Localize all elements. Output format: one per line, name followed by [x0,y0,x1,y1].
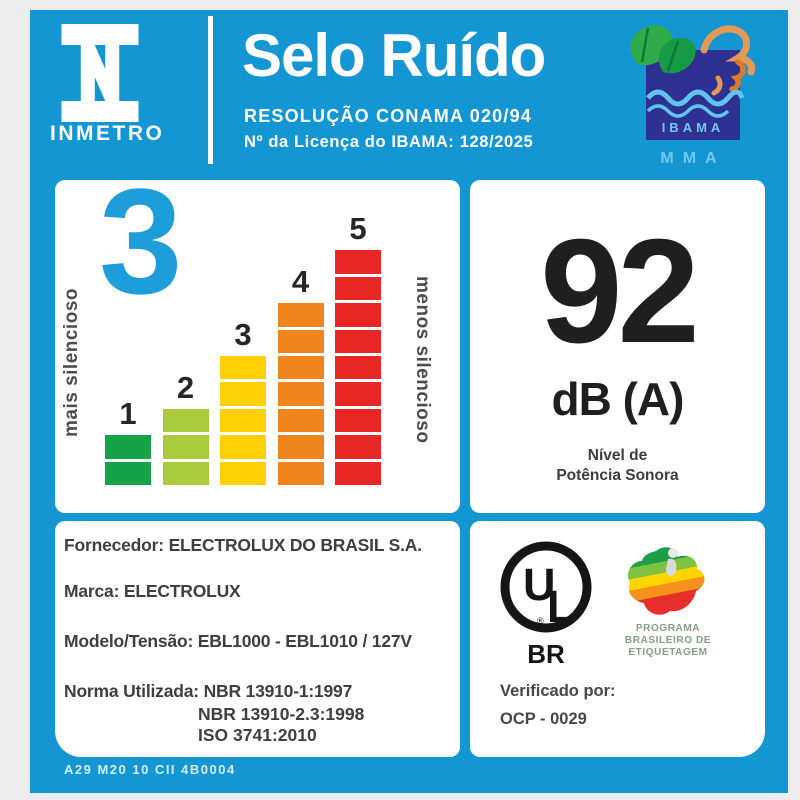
noise-level-1: 1 [105,398,151,485]
bar-segment [220,435,266,459]
verified-by-value: OCP - 0029 [500,710,587,728]
page-title: Selo Ruído [242,22,546,89]
level-bar [335,250,381,485]
label-control-code: A29 M20 10 CII 4B0004 [64,762,236,777]
standard-value-1: NBR 13910-1:1997 [203,681,353,701]
bar-segment [220,408,266,433]
supplier-row: Fornecedor: ELECTROLUX DO BRASIL S.A. [64,535,422,556]
bar-segment [277,356,324,380]
ibama-wordmark: IBAMA [662,120,725,135]
bar-segment [335,303,381,327]
bar-segment [220,382,266,406]
supplier-value: ELECTROLUX DO BRASIL S.A. [168,535,423,555]
level-number: 5 [349,211,367,247]
bar-segment [335,382,381,406]
model-label: Modelo/Tensão: [64,631,194,651]
level-number: 2 [176,369,195,405]
standards-row: Norma Utilizada: NBR 13910-1:1997 [64,681,352,702]
pbe-map-icon [627,547,705,615]
noise-level-5: 5 [335,213,381,485]
standards-label: Norma Utilizada: [64,681,199,701]
level-number: 1 [119,396,137,432]
bar-segment [220,356,266,380]
sound-power-caption: Nível de Potência Sonora [470,446,765,486]
bar-segment [162,408,209,433]
level-bar [105,435,151,485]
standards-continuation: NBR 13910-2.3:1998 ISO 3741:2010 [198,704,364,746]
level-number: 3 [234,317,252,353]
standard-value: ISO 3741:2010 [198,725,317,745]
louder-axis-label: menos silencioso [412,276,433,444]
selected-noise-level: 3 [99,157,183,325]
caption-line-2: Potência Sonora [556,467,679,485]
ibama-license-text: Nº da Licença do IBAMA: 128/2025 [244,133,534,151]
mma-wordmark: MMA [660,150,725,167]
bar-segment [105,435,151,459]
bar-segment [162,461,209,485]
bar-segment [335,435,381,459]
inmetro-wordmark: INMETRO [50,122,165,145]
ibama-mma-logo-icon: IBAMA MMA [630,25,756,167]
brand-row: Marca: ELECTROLUX [64,581,241,602]
ul-certification-icon: U L ® BR [500,541,592,667]
bar-segment [277,408,324,433]
model-value: EBL1000 - EBL1010 / 127V [197,631,412,651]
level-bar [220,356,266,485]
level-number: 4 [291,264,310,300]
selo-ruido-label: INMETRO Selo Ruído RESOLUÇÃO CONAMA 020/… [30,10,788,793]
sound-power-panel: 92 dB (A) Nível de Potência Sonora [470,180,765,513]
noise-level-bars: 1 2 3 4 5 [55,180,460,513]
level-bar [277,303,324,485]
brand-label: Marca: [64,581,120,601]
bar-segment [162,435,209,459]
inmetro-logo-icon [61,24,139,122]
bar-segment [277,461,324,485]
bar-segment [335,408,381,433]
pbe-line-2: BRASILEIRO DE [624,635,712,646]
verified-by-label: Verificado por: [500,682,616,700]
pbe-line-3: ETIQUETAGEM [628,647,708,658]
ibama-bird-icon [700,25,756,96]
product-details-panel: Fornecedor: ELECTROLUX DO BRASIL S.A. Ma… [55,521,460,757]
ul-br-text: BR [527,639,565,667]
bar-segment [277,382,324,406]
certification-panel: U L ® BR [470,521,765,757]
caption-line-1: Nível de [587,447,648,464]
bar-segment [335,276,381,301]
bar-segment [220,461,266,485]
bar-segment [335,250,381,274]
bar-segment [277,329,324,354]
svg-text:L: L [547,581,575,632]
header-divider [208,16,213,164]
bar-segment [277,303,324,327]
supplier-label: Fornecedor: [64,535,164,555]
pbe-line-1: PROGRAMA [635,623,701,634]
bar-segment [335,329,381,354]
noise-level-3: 3 [220,319,266,485]
brand-value: ELECTROLUX [123,581,241,601]
ibama-leaves-icon [630,25,696,74]
level-bar [162,408,209,485]
model-voltage-row: Modelo/Tensão: EBL1000 - EBL1010 / 127V [64,631,412,652]
noise-level-2: 2 [162,369,209,485]
sound-power-unit: dB (A) [551,373,685,425]
pbe-wordmark: PROGRAMA BRASILEIRO DE ETIQUETAGEM [598,623,738,659]
svg-text:U: U [523,559,556,610]
noise-level-4: 4 [277,264,324,485]
ibama-waves-icon [646,89,745,118]
bar-segment [335,461,381,485]
sound-power-value: 92 [540,209,700,374]
bar-segment [335,356,381,380]
svg-text:®: ® [537,616,544,626]
bar-segment [277,435,324,459]
resolution-text: RESOLUÇÃO CONAMA 020/94 [244,106,532,126]
standard-value: NBR 13910-2.3:1998 [198,704,365,724]
bar-segment [105,461,151,485]
